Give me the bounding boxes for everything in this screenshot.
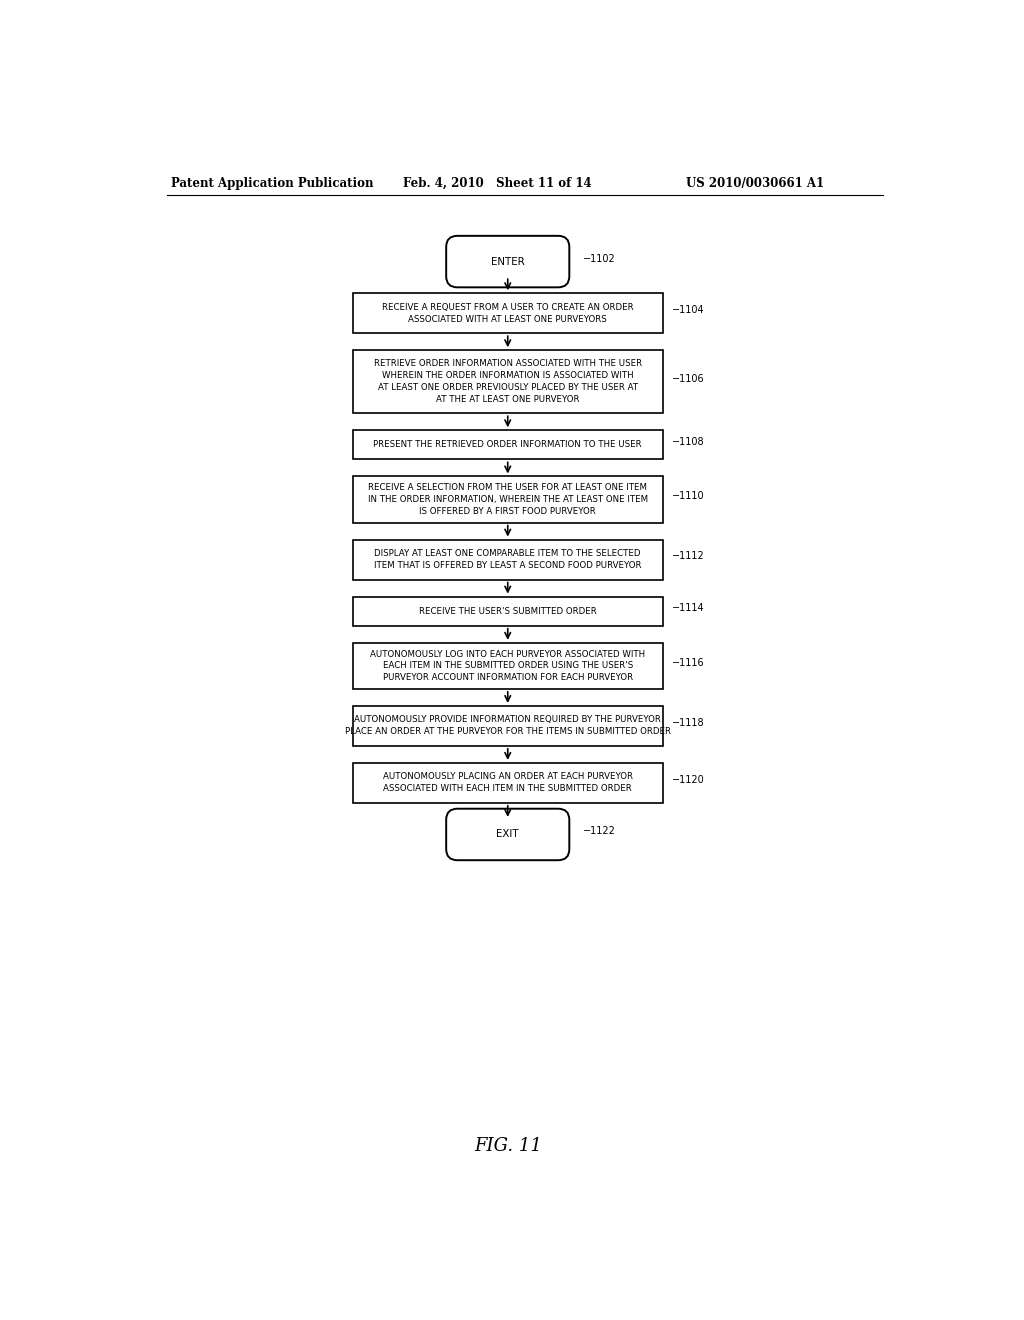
Bar — [352, 706, 663, 746]
Bar — [352, 477, 663, 523]
Text: −1102: −1102 — [583, 253, 615, 264]
FancyBboxPatch shape — [446, 236, 569, 288]
Text: RECEIVE THE USER'S SUBMITTED ORDER: RECEIVE THE USER'S SUBMITTED ORDER — [419, 607, 597, 615]
Bar — [352, 293, 663, 333]
Text: US 2010/0030661 A1: US 2010/0030661 A1 — [686, 177, 824, 190]
Text: −1104: −1104 — [672, 305, 705, 315]
Text: EXIT: EXIT — [497, 829, 519, 840]
Text: RECEIVE A SELECTION FROM THE USER FOR AT LEAST ONE ITEM
IN THE ORDER INFORMATION: RECEIVE A SELECTION FROM THE USER FOR AT… — [368, 483, 648, 516]
Bar — [352, 597, 663, 626]
Text: −1110: −1110 — [672, 491, 705, 502]
Text: AUTONOMOUSLY PROVIDE INFORMATION REQUIRED BY THE PURVEYOR
PLACE AN ORDER AT THE : AUTONOMOUSLY PROVIDE INFORMATION REQUIRE… — [345, 715, 671, 737]
Text: −1122: −1122 — [583, 826, 615, 837]
Text: −1120: −1120 — [672, 775, 705, 785]
Text: FIG. 11: FIG. 11 — [474, 1137, 542, 1155]
Text: RETRIEVE ORDER INFORMATION ASSOCIATED WITH THE USER
WHEREIN THE ORDER INFORMATIO: RETRIEVE ORDER INFORMATION ASSOCIATED WI… — [374, 359, 642, 404]
Text: −1114: −1114 — [672, 603, 705, 612]
Text: AUTONOMOUSLY LOG INTO EACH PURVEYOR ASSOCIATED WITH
EACH ITEM IN THE SUBMITTED O: AUTONOMOUSLY LOG INTO EACH PURVEYOR ASSO… — [371, 649, 645, 682]
Text: −1116: −1116 — [672, 657, 705, 668]
Text: ENTER: ENTER — [490, 256, 524, 267]
Text: −1118: −1118 — [672, 718, 705, 727]
Text: −1106: −1106 — [672, 374, 705, 384]
Bar — [352, 350, 663, 413]
Bar — [352, 540, 663, 579]
Text: RECEIVE A REQUEST FROM A USER TO CREATE AN ORDER
ASSOCIATED WITH AT LEAST ONE PU: RECEIVE A REQUEST FROM A USER TO CREATE … — [382, 302, 634, 323]
Bar — [352, 763, 663, 803]
Text: PRESENT THE RETRIEVED ORDER INFORMATION TO THE USER: PRESENT THE RETRIEVED ORDER INFORMATION … — [374, 441, 642, 449]
Text: DISPLAY AT LEAST ONE COMPARABLE ITEM TO THE SELECTED
ITEM THAT IS OFFERED BY LEA: DISPLAY AT LEAST ONE COMPARABLE ITEM TO … — [374, 549, 641, 570]
Text: Patent Application Publication: Patent Application Publication — [171, 177, 373, 190]
Text: −1108: −1108 — [672, 437, 705, 446]
FancyBboxPatch shape — [446, 809, 569, 861]
Bar — [352, 430, 663, 459]
Text: AUTONOMOUSLY PLACING AN ORDER AT EACH PURVEYOR
ASSOCIATED WITH EACH ITEM IN THE : AUTONOMOUSLY PLACING AN ORDER AT EACH PU… — [383, 772, 633, 793]
Text: Feb. 4, 2010   Sheet 11 of 14: Feb. 4, 2010 Sheet 11 of 14 — [403, 177, 592, 190]
Text: −1112: −1112 — [672, 552, 705, 561]
Bar — [352, 643, 663, 689]
